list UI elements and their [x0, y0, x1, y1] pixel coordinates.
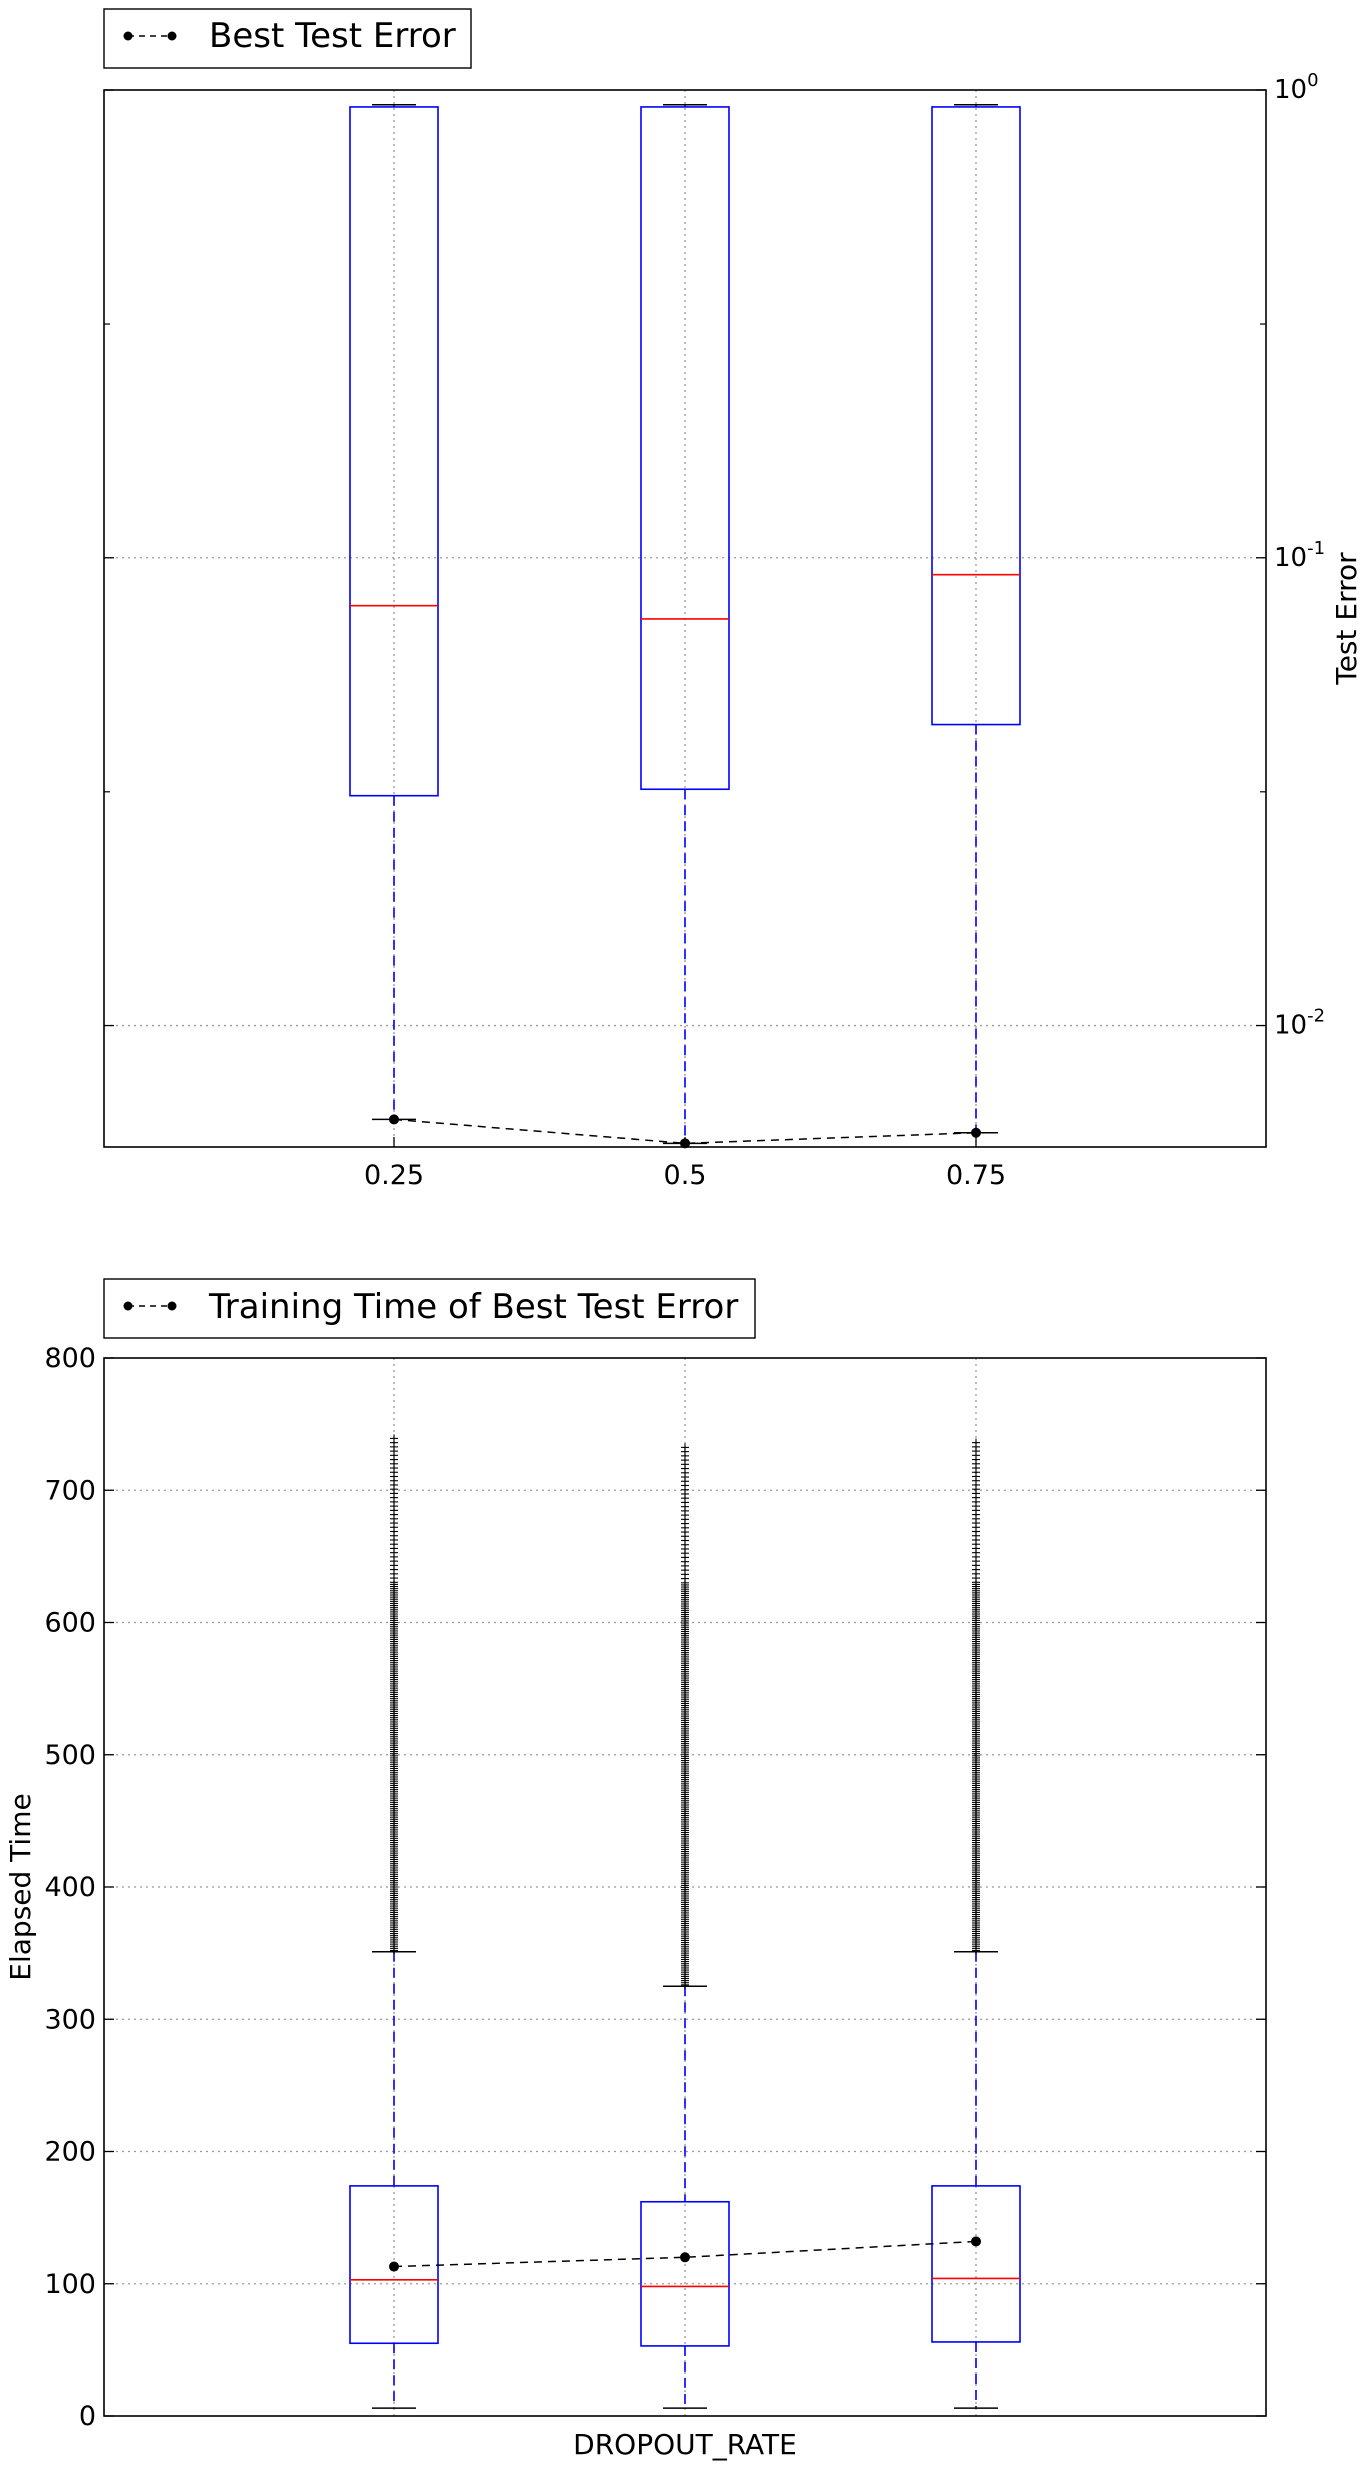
y-tick-label: 100 [44, 2269, 96, 2300]
y-tick-label: 0 [79, 2401, 96, 2432]
y-tick-label: 700 [44, 1475, 96, 1506]
series-point [680, 2252, 690, 2263]
chart-2: 0 100 200 300 400 500 600 700 800 DROPOUT_RATE Ela… [4, 1278, 1267, 2461]
legend-box [103, 1278, 756, 1339]
x-tick-label: 0.25 [364, 1160, 424, 1191]
y-tick-label: 500 [44, 1740, 96, 1771]
y-tick-label: 300 [44, 2004, 96, 2035]
y-tick-label: 200 [44, 2137, 96, 2168]
box [349, 106, 439, 797]
legend: Best Test Error [103, 8, 472, 69]
y-axis-label: Elapsed Time [4, 1793, 37, 1980]
chart-1: 100 10-1 10-2 0.25 0.5 0.75 Test Error Best Tes… [103, 8, 1363, 1191]
x-axis-label: DROPOUT_RATE [573, 2428, 797, 2461]
legend-marker [123, 1301, 133, 1311]
y-axis-label: Test Error [1330, 552, 1363, 686]
box [931, 106, 1021, 726]
x-tick-label: 0.75 [946, 1160, 1006, 1191]
legend-marker [167, 1301, 177, 1311]
series-point [971, 1127, 981, 1138]
legend-label: Best Test Error [209, 16, 456, 56]
series-point [389, 1114, 399, 1125]
series-point [389, 2261, 399, 2272]
y-tick-label: 10-2 [1274, 1006, 1325, 1041]
y-tick-label: 10-1 [1274, 538, 1325, 573]
outliers [972, 1438, 980, 1955]
y-tick-label: 400 [44, 1872, 96, 1903]
legend-marker [167, 31, 177, 41]
legend: Training Time of Best Test Error [103, 1278, 756, 1339]
y-tick-label: 600 [44, 1608, 96, 1639]
legend-marker [123, 31, 133, 41]
series-point [971, 2236, 981, 2247]
y-tick-label: 100 [1274, 70, 1319, 105]
x-tick-label: 0.5 [664, 1160, 707, 1191]
outliers [390, 1434, 398, 1955]
legend-label: Training Time of Best Test Error [208, 1287, 738, 1327]
box [931, 2185, 1021, 2343]
box [640, 106, 730, 791]
outliers [681, 1443, 689, 1989]
box [640, 2200, 730, 2347]
legend-box [103, 8, 472, 69]
y-tick-label: 800 [44, 1343, 96, 1374]
